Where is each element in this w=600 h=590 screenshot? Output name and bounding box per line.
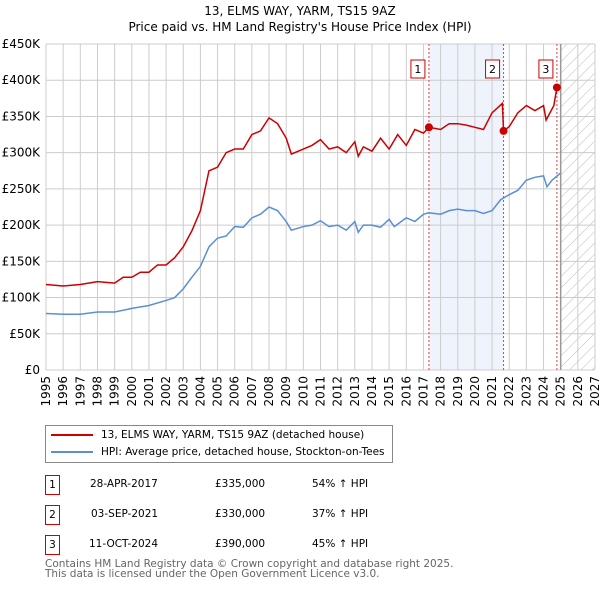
legend-label: HPI: Average price, detached house, Stoc… xyxy=(101,446,385,458)
sale-hpi-diff: 37% ↑ HPI xyxy=(312,508,369,520)
y-tick-label: £250K xyxy=(2,182,42,196)
sale-date: 03-SEP-2021 xyxy=(91,508,159,520)
x-tick-label: 1996 xyxy=(56,376,70,407)
x-tick-label: 2024 xyxy=(537,376,551,407)
sale-point xyxy=(424,123,433,132)
sale-marker-box xyxy=(485,59,501,79)
sale-date: 28-APR-2017 xyxy=(90,478,158,490)
series-line xyxy=(45,172,562,315)
x-tick-label: 2026 xyxy=(571,376,585,407)
footer-line: Contains HM Land Registry data © Crown c… xyxy=(45,558,454,570)
y-tick-label: £350K xyxy=(2,109,42,123)
x-tick-label: 2003 xyxy=(176,376,190,407)
y-tick-label: £150K xyxy=(2,254,42,268)
x-tick-label: 2006 xyxy=(228,376,242,407)
sale-marker-badge: 1 xyxy=(45,475,60,495)
x-tick-label: 2005 xyxy=(211,376,225,407)
sale-hpi-diff: 54% ↑ HPI xyxy=(312,478,369,490)
sale-price: £330,000 xyxy=(215,508,266,520)
legend-item-hpi: HPI: Average price, detached house, Stoc… xyxy=(51,446,385,458)
x-tick-label: 1995 xyxy=(39,376,53,407)
sale-marker-label: 2 xyxy=(489,63,496,76)
sale-point xyxy=(499,126,508,135)
x-tick-label: 1998 xyxy=(90,376,104,407)
x-tick-label: 2025 xyxy=(554,376,568,407)
legend-swatch-blue xyxy=(51,451,93,453)
legend-swatch-red xyxy=(51,434,93,436)
x-tick-label: 2007 xyxy=(245,376,259,407)
chart-subtitle: Price paid vs. HM Land Registry's House … xyxy=(128,20,472,34)
sale-marker-label: 1 xyxy=(414,63,421,76)
y-tick-label: £300K xyxy=(2,146,42,160)
sale-marker-label: 3 xyxy=(542,63,549,76)
x-tick-label: 2020 xyxy=(468,376,482,407)
x-tick-label: 2019 xyxy=(451,376,465,407)
legend: 13, ELMS WAY, YARM, TS15 9AZ (detached h… xyxy=(45,425,393,463)
y-tick-label: £50K xyxy=(9,327,41,341)
footer: Contains HM Land Registry data © Crown c… xyxy=(45,558,454,580)
x-tick-label: 2002 xyxy=(159,376,173,407)
x-tick-label: 2014 xyxy=(365,376,379,407)
x-tick-label: 2016 xyxy=(399,376,413,407)
purchase-period-shade xyxy=(428,44,504,370)
sale-marker-badge: 2 xyxy=(45,505,60,525)
sale-marker-box xyxy=(538,59,554,79)
x-tick-label: 2000 xyxy=(125,376,139,407)
x-tick-label: 2021 xyxy=(485,376,499,407)
legend-item-property: 13, ELMS WAY, YARM, TS15 9AZ (detached h… xyxy=(51,429,364,441)
y-tick-label: £450K xyxy=(2,37,42,51)
x-tick-label: 2015 xyxy=(382,376,396,407)
x-tick-label: 2012 xyxy=(331,376,345,407)
sale-price: £390,000 xyxy=(215,538,266,550)
x-tick-label: 2004 xyxy=(193,376,207,407)
x-tick-label: 2022 xyxy=(502,376,516,407)
x-tick-label: 2011 xyxy=(314,376,328,407)
sale-price: £335,000 xyxy=(215,478,266,490)
y-tick-label: £200K xyxy=(2,218,42,232)
x-tick-label: 2018 xyxy=(434,376,448,407)
series-line xyxy=(45,85,560,287)
line-chart: £0 £50K £100K £150K £200K £250K £300K £350K £400… xyxy=(2,37,600,407)
x-tick-label: 1999 xyxy=(108,376,122,407)
sale-row: 3 11-OCT-2024 £390,000 45% ↑ HPI xyxy=(45,535,445,555)
y-tick-label: £0 xyxy=(25,363,40,377)
sale-date: 11-OCT-2024 xyxy=(89,538,158,550)
x-tick-label: 2027 xyxy=(588,376,600,407)
x-tick-label: 1997 xyxy=(73,376,87,407)
x-tick-label: 2017 xyxy=(416,376,430,407)
x-tick-label: 2008 xyxy=(262,376,276,407)
x-tick-label: 2010 xyxy=(296,376,310,407)
sale-row: 1 28-APR-2017 £335,000 54% ↑ HPI xyxy=(45,475,445,495)
x-tick-label: 2023 xyxy=(519,376,533,407)
sale-marker-badge: 3 xyxy=(45,535,60,555)
y-tick-label: £400K xyxy=(2,73,42,87)
legend-label: 13, ELMS WAY, YARM, TS15 9AZ (detached h… xyxy=(101,429,365,441)
x-tick-label: 2001 xyxy=(142,376,156,407)
y-tick-label: £100K xyxy=(2,291,42,305)
chart-title: 13, ELMS WAY, YARM, TS15 9AZ xyxy=(204,4,396,18)
sale-hpi-diff: 45% ↑ HPI xyxy=(312,538,369,550)
x-tick-label: 2009 xyxy=(279,376,293,407)
x-tick-label: 2013 xyxy=(348,376,362,407)
footer-line: This data is licensed under the Open Gov… xyxy=(45,568,380,580)
sale-point xyxy=(552,83,561,92)
sale-row: 2 03-SEP-2021 £330,000 37% ↑ HPI xyxy=(45,505,445,525)
sale-marker-box xyxy=(410,59,426,79)
